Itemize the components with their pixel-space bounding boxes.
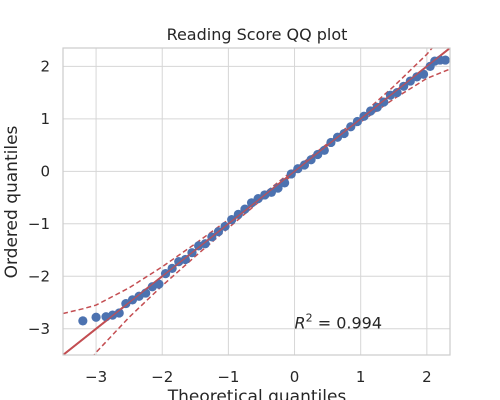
x-tick-label: 0 xyxy=(290,368,300,386)
chart-title: Reading Score QQ plot xyxy=(167,25,348,44)
data-point xyxy=(227,215,237,225)
data-point xyxy=(372,102,382,112)
data-point xyxy=(233,209,243,219)
tick-labels: −3 −2 −1 0 1 2 −3 −2 −1 0 1 2 xyxy=(28,57,432,386)
data-point xyxy=(91,312,101,322)
r-squared-superscript: 2 xyxy=(306,312,313,325)
data-point xyxy=(299,160,310,170)
x-tick-label: −3 xyxy=(85,368,107,386)
confidence-band-lower xyxy=(93,68,450,355)
x-tick-label: −1 xyxy=(217,368,239,386)
data-point xyxy=(154,279,164,289)
data-point xyxy=(246,198,257,208)
y-tick-label: −2 xyxy=(28,267,50,285)
r-squared-prefix: R xyxy=(295,314,306,333)
data-point xyxy=(313,149,323,160)
data-points xyxy=(63,48,450,355)
data-point xyxy=(405,76,415,86)
data-point xyxy=(392,88,402,98)
confidence-band xyxy=(63,48,450,355)
y-tick-label: 1 xyxy=(40,110,50,128)
y-tick-label: 0 xyxy=(40,162,50,180)
data-point xyxy=(306,155,316,165)
data-point xyxy=(399,81,409,91)
y-axis-label: Ordered quantiles xyxy=(2,125,22,278)
fit-line-overlay xyxy=(63,48,450,355)
x-tick-label: 1 xyxy=(356,368,366,386)
grid xyxy=(63,48,450,355)
x-tick-label: 2 xyxy=(422,368,432,386)
data-point xyxy=(266,187,276,197)
data-point xyxy=(418,69,429,79)
x-tick-label: −2 xyxy=(151,368,173,386)
data-point xyxy=(78,316,88,326)
data-point xyxy=(200,239,210,249)
r-squared-value: = 0.994 xyxy=(313,314,382,333)
y-tick-label: −3 xyxy=(28,320,50,338)
plot-frame xyxy=(62,47,451,356)
plot-frame-border xyxy=(62,47,451,356)
x-axis-label: Theoretical quantiles xyxy=(167,387,347,400)
y-tick-label: −1 xyxy=(28,215,50,233)
data-point xyxy=(319,145,329,155)
data-point xyxy=(114,308,124,318)
confidence-band-upper xyxy=(63,48,434,315)
data-point xyxy=(339,128,349,139)
y-tick-label: 2 xyxy=(40,57,50,75)
r-squared-annotation: R2 = 0.994 xyxy=(295,312,383,333)
data-point xyxy=(240,204,250,214)
data-point xyxy=(180,254,190,265)
data-point xyxy=(379,97,389,107)
data-point xyxy=(440,55,450,65)
